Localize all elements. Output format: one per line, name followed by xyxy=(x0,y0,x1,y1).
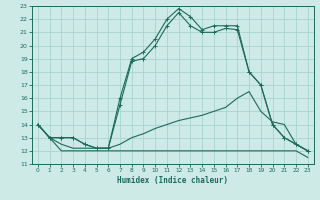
X-axis label: Humidex (Indice chaleur): Humidex (Indice chaleur) xyxy=(117,176,228,185)
